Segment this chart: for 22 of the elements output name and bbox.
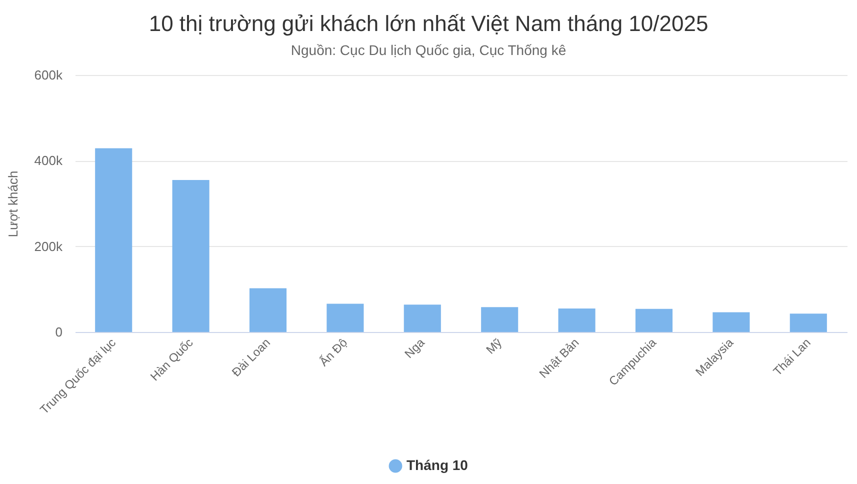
x-tick-label: Ấn Độ: [316, 335, 350, 370]
bar: [172, 180, 210, 332]
y-tick-label: 400k: [34, 153, 63, 168]
bar: [635, 308, 673, 332]
bar: [558, 308, 596, 332]
y-tick-label: 200k: [34, 238, 63, 254]
bar: [712, 312, 750, 332]
bar: [95, 148, 132, 332]
x-tick-label: Mỹ: [483, 336, 505, 357]
bar: [249, 288, 287, 332]
bar: [481, 307, 518, 332]
chart-title: 10 thị trường gửi khách lớn nhất Việt Nam tháng 10/2025: [148, 11, 708, 36]
legend-label: Tháng 10: [406, 457, 468, 473]
y-tick-label: 0: [55, 324, 62, 340]
bar: [326, 304, 364, 332]
bar: [790, 314, 827, 332]
y-tick-label: 600k: [34, 68, 63, 82]
x-tick-label: Thái Lan: [770, 336, 814, 378]
x-tick-label: Nga: [402, 335, 428, 362]
bar: [404, 304, 441, 332]
y-axis-title: Lượt khách: [5, 170, 20, 238]
chart-subtitle: Nguồn: Cục Du lịch Quốc gia, Cục Thống kê: [290, 42, 566, 58]
